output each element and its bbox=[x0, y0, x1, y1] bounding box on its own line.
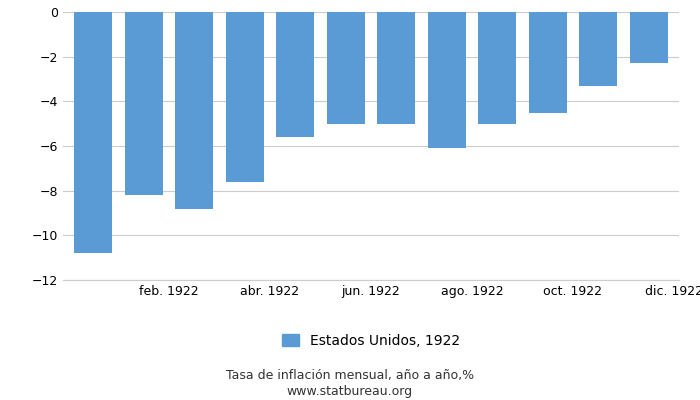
Bar bbox=[327, 12, 365, 124]
Bar bbox=[478, 12, 516, 124]
Text: www.statbureau.org: www.statbureau.org bbox=[287, 386, 413, 398]
Bar bbox=[125, 12, 162, 195]
Bar bbox=[580, 12, 617, 86]
Bar bbox=[630, 12, 668, 63]
Bar bbox=[377, 12, 415, 124]
Bar bbox=[226, 12, 264, 182]
Bar bbox=[276, 12, 314, 137]
Bar bbox=[428, 12, 466, 148]
Bar bbox=[74, 12, 112, 253]
Legend: Estados Unidos, 1922: Estados Unidos, 1922 bbox=[276, 328, 466, 354]
Text: Tasa de inflación mensual, año a año,%: Tasa de inflación mensual, año a año,% bbox=[226, 370, 474, 382]
Bar bbox=[175, 12, 214, 208]
Bar bbox=[528, 12, 567, 112]
